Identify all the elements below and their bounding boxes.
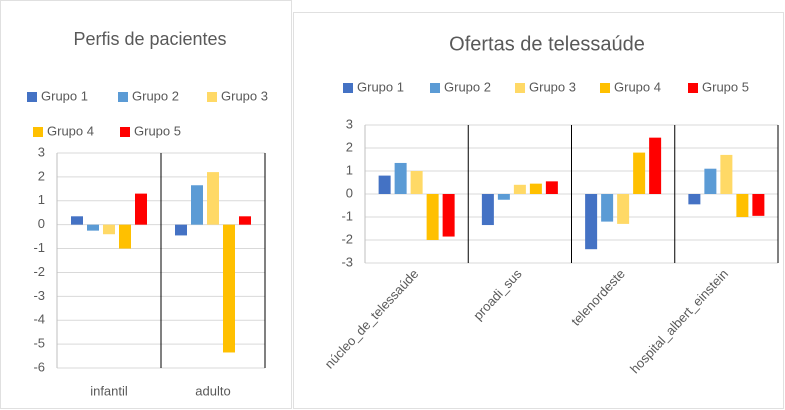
legend-label: Grupo 4 (614, 79, 661, 94)
bar (633, 152, 646, 194)
bar (207, 172, 219, 225)
bar (617, 194, 630, 224)
bar (103, 224, 115, 235)
y-tick-label: 3 (346, 116, 353, 131)
y-tick-label: 1 (38, 192, 45, 207)
legend-label: Grupo 3 (529, 79, 576, 94)
y-tick-label: 2 (346, 139, 353, 154)
legend-label: Grupo 4 (47, 123, 94, 138)
legend-swatch (343, 83, 353, 93)
bar (442, 194, 455, 237)
y-tick-label: -5 (33, 336, 45, 351)
legend-swatch (120, 127, 130, 137)
legend-swatch (33, 127, 43, 137)
bar (481, 194, 494, 226)
bar (410, 171, 423, 194)
y-tick-label: -2 (341, 231, 353, 246)
bar (175, 224, 187, 236)
legend-swatch (207, 92, 217, 102)
legend-label: Grupo 5 (702, 79, 749, 94)
bar (752, 194, 765, 216)
y-tick-label: 0 (38, 216, 45, 231)
legend-label: Grupo 3 (221, 88, 268, 103)
y-tick-label: -1 (33, 240, 45, 255)
bar (191, 185, 203, 225)
bar (649, 137, 662, 194)
y-tick-label: 1 (346, 162, 353, 177)
legend-swatch (27, 92, 37, 102)
y-tick-label: -1 (341, 208, 353, 223)
bar (71, 216, 83, 225)
bar (601, 194, 614, 222)
y-tick-label: -3 (33, 288, 45, 303)
legend-label: Grupo 1 (357, 79, 404, 94)
legend-label: Grupo 2 (132, 88, 179, 103)
bar (239, 216, 251, 225)
bar (119, 224, 131, 249)
bar (585, 194, 598, 250)
bar (736, 194, 749, 217)
bar (378, 175, 391, 194)
bar (223, 224, 235, 353)
legend-label: Grupo 5 (134, 123, 181, 138)
bar (529, 183, 542, 194)
panel (293, 12, 784, 409)
x-tick-label: infantil (90, 383, 128, 398)
bar (497, 194, 510, 200)
bar (545, 181, 558, 194)
legend-swatch (515, 83, 525, 93)
legend-swatch (118, 92, 128, 102)
legend-label: Grupo 2 (444, 79, 491, 94)
y-tick-label: 3 (38, 144, 45, 159)
bar (426, 194, 439, 240)
legend-swatch (688, 83, 698, 93)
bar (394, 162, 407, 194)
y-tick-label: -3 (341, 254, 353, 269)
bar (688, 194, 701, 205)
bar (87, 224, 99, 231)
y-tick-label: -2 (33, 264, 45, 279)
legend-label: Grupo 1 (41, 88, 88, 103)
y-tick-label: 2 (38, 168, 45, 183)
legend-swatch (600, 83, 610, 93)
y-tick-label: -6 (33, 359, 45, 374)
bar (704, 168, 717, 194)
bar (513, 184, 526, 194)
legend-swatch (430, 83, 440, 93)
chart-title: Ofertas de telessaúde (449, 33, 645, 55)
x-tick-label: adulto (195, 383, 230, 398)
y-tick-label: 0 (346, 185, 353, 200)
bar (720, 154, 733, 194)
chart-title: Perfis de pacientes (73, 29, 226, 49)
y-tick-label: -4 (33, 312, 45, 327)
bar (135, 193, 147, 225)
